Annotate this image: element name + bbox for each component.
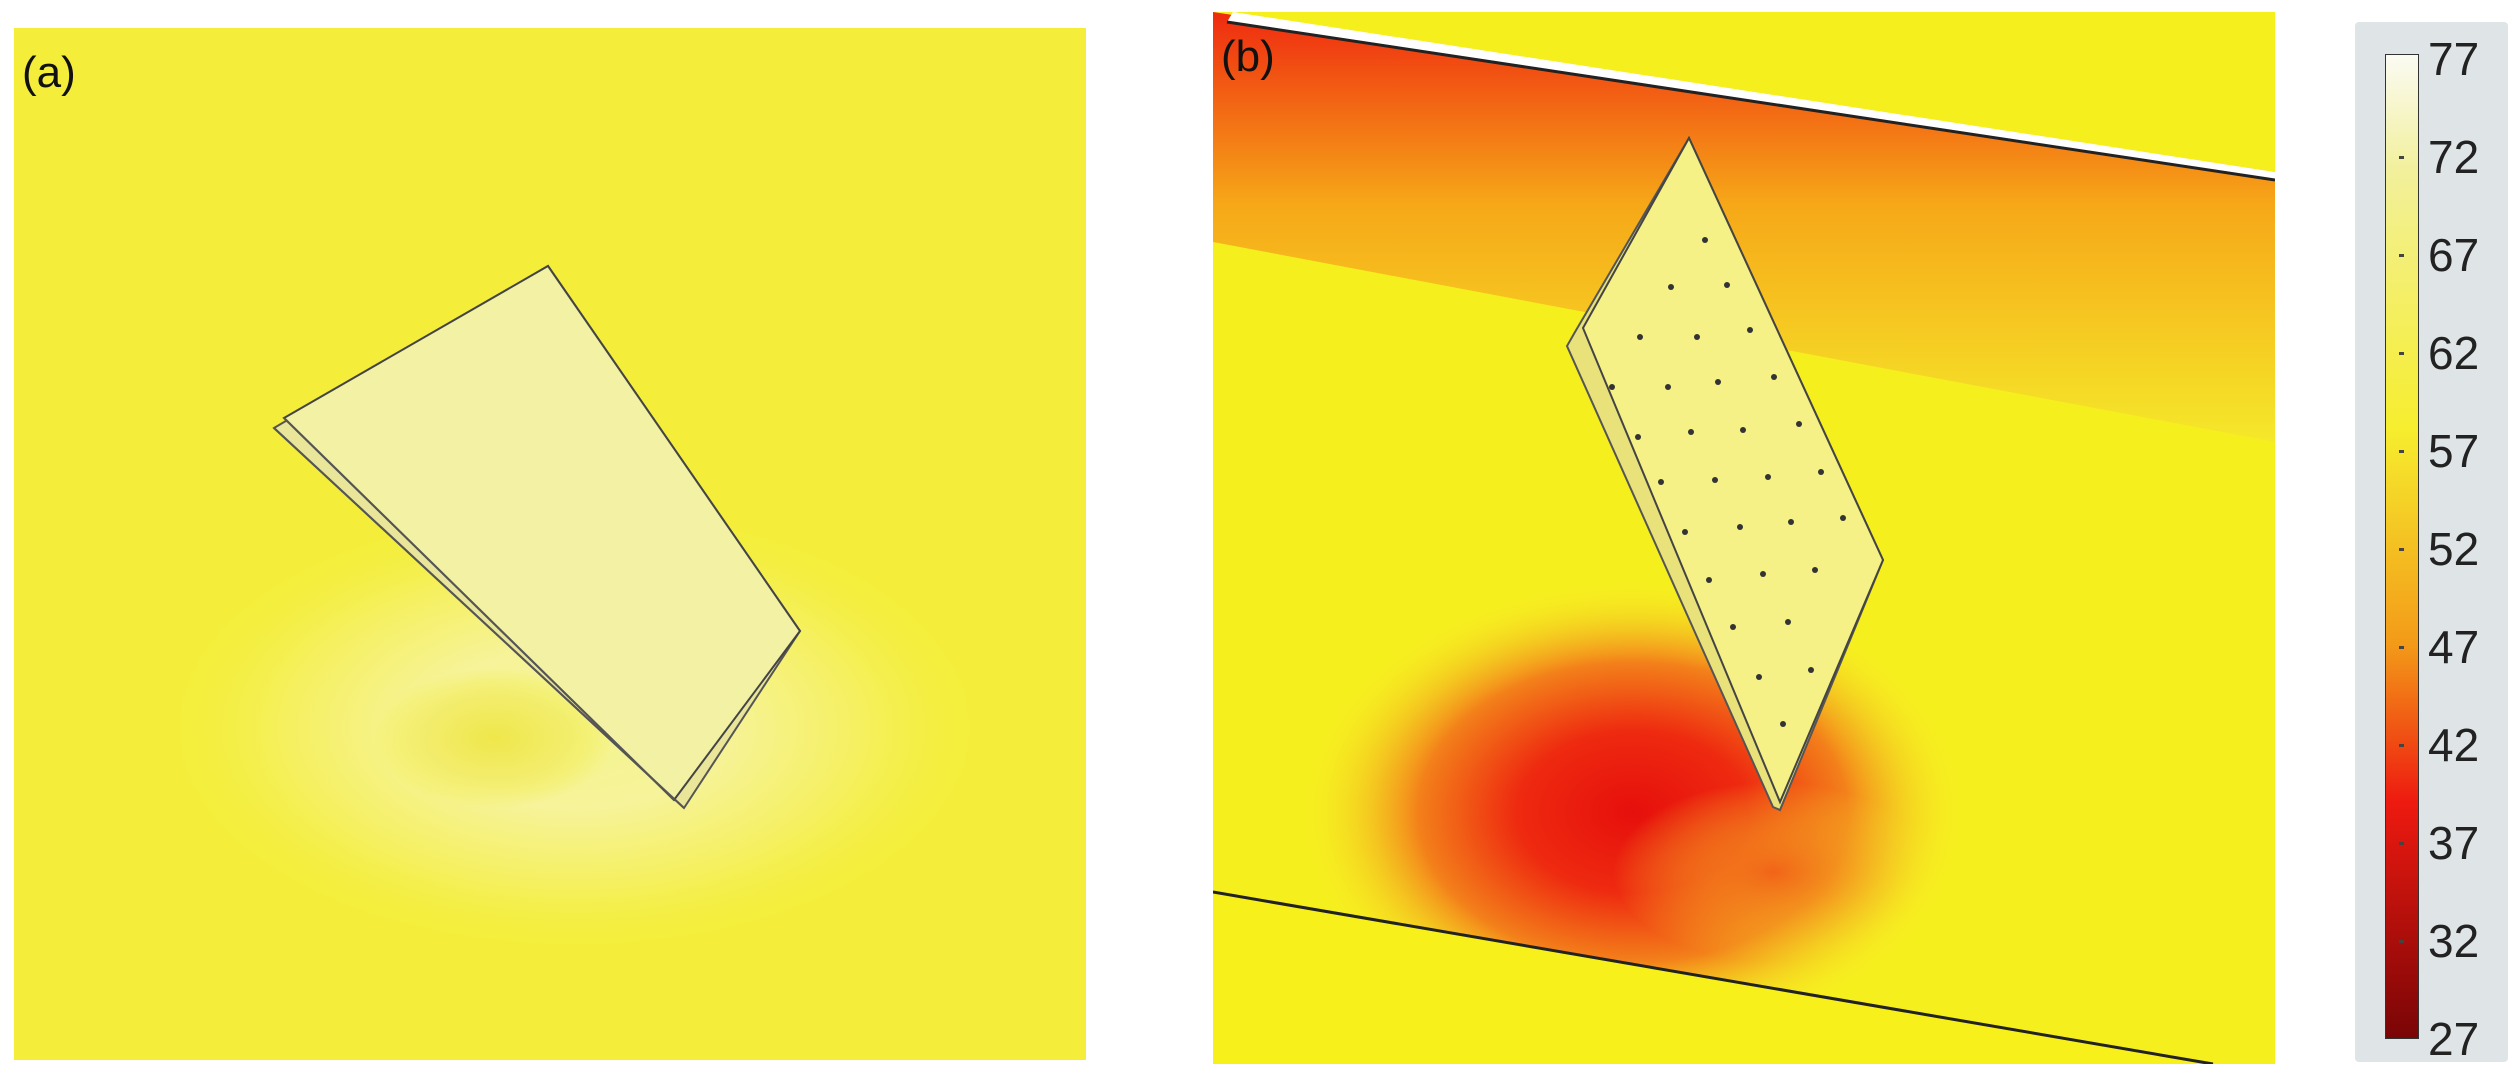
- colorbar-tick-label: 27: [2428, 1013, 2480, 1065]
- colorbar-tick-mark: [2399, 842, 2404, 845]
- colorbar-tick-mark: [2399, 352, 2404, 355]
- colorbar-tick-label: 77: [2428, 33, 2480, 85]
- colorbar-tick-label: 47: [2428, 621, 2480, 673]
- colorbar-tick-label: 52: [2428, 523, 2480, 575]
- colorbar-tick-label: 32: [2428, 915, 2480, 967]
- colorbar-tick-mark: [2399, 646, 2404, 649]
- panel-b-plate-holes: [1609, 237, 1846, 727]
- colorbar-gradient: [2385, 54, 2419, 1039]
- panel-b-top-edge: [1227, 12, 2275, 180]
- panel-b-top-line: [1226, 20, 2275, 182]
- panel-a-label: (a): [22, 48, 76, 97]
- panel-b-top-band: [1213, 12, 2275, 442]
- colorbar-tick-label: 37: [2428, 817, 2480, 869]
- colorbar-tick-mark: [2399, 450, 2404, 453]
- panel-b-floor-line: [1213, 890, 2214, 1064]
- panel-b-field: [1213, 12, 2275, 1064]
- panel-b: (b): [1213, 12, 2275, 1064]
- colorbar: 77 72 67 62 57 52 47 42 37 32 27: [2355, 22, 2508, 1062]
- colorbar-tick-label: 72: [2428, 131, 2480, 183]
- colorbar-tick-label: 62: [2428, 327, 2480, 379]
- colorbar-tick-mark: [2399, 156, 2404, 159]
- panel-b-warm-spot: [1613, 782, 1933, 962]
- panel-a-shadow: [374, 668, 614, 808]
- panel-b-label: (b): [1221, 32, 1275, 81]
- colorbar-tick-label: 57: [2428, 425, 2480, 477]
- colorbar-tick-mark: [2399, 548, 2404, 551]
- panel-a: (a): [14, 28, 1086, 1060]
- panel-b-plate-top: [1581, 135, 1885, 805]
- colorbar-tick-label: 67: [2428, 229, 2480, 281]
- colorbar-tick-mark: [2399, 254, 2404, 257]
- colorbar-tick-label: 42: [2428, 719, 2480, 771]
- colorbar-tick-mark: [2399, 940, 2404, 943]
- panel-a-plate-edge-inner: [283, 417, 675, 801]
- colorbar-tick-mark: [2399, 744, 2404, 747]
- panel-a-plate-edge: [273, 427, 685, 809]
- panel-a-field: [14, 28, 1086, 1060]
